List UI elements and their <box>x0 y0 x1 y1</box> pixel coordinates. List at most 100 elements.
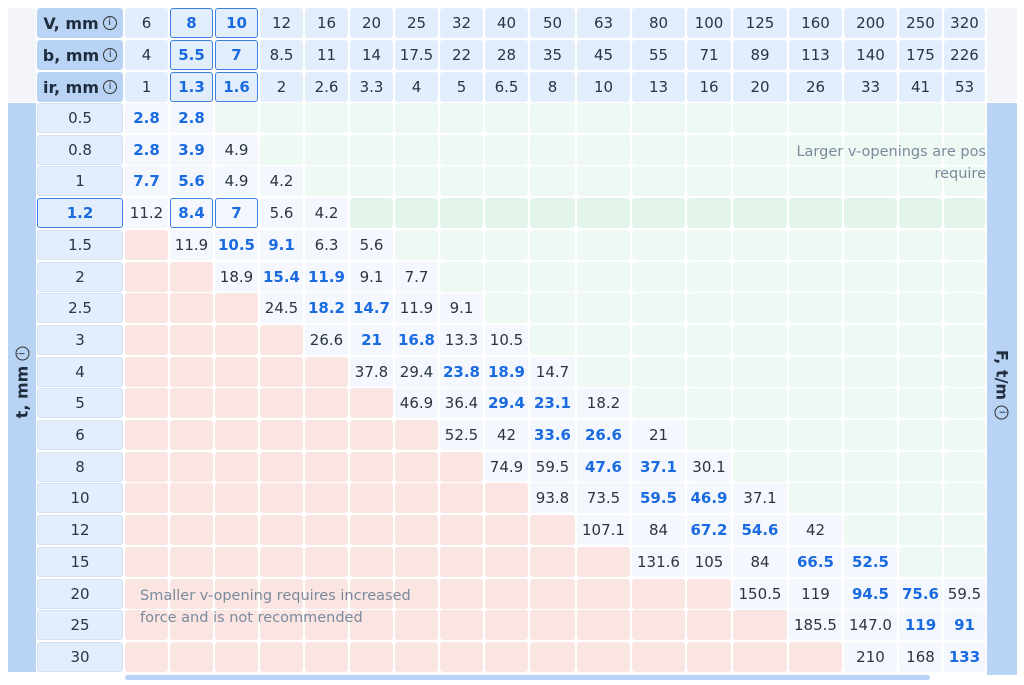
empty-cell[interactable] <box>440 262 483 292</box>
header-cell[interactable]: 226 <box>944 40 985 70</box>
header-cell[interactable]: 80 <box>632 8 685 38</box>
empty-cell[interactable] <box>789 135 842 165</box>
empty-cell[interactable] <box>530 135 575 165</box>
not-recommended-cell[interactable] <box>170 452 213 482</box>
header-cell[interactable]: 89 <box>733 40 787 70</box>
empty-cell[interactable] <box>733 262 787 292</box>
force-cell[interactable]: 73.5 <box>577 483 630 513</box>
empty-cell[interactable] <box>440 135 483 165</box>
thickness-cell[interactable]: 30 <box>37 642 123 672</box>
thickness-cell[interactable]: 1.5 <box>37 230 123 260</box>
force-cell[interactable]: 37.1 <box>632 452 685 482</box>
force-cell[interactable]: 2.8 <box>170 103 213 133</box>
not-recommended-cell[interactable] <box>305 642 348 672</box>
empty-cell[interactable] <box>789 420 842 450</box>
not-recommended-cell[interactable] <box>170 388 213 418</box>
force-cell[interactable]: 29.4 <box>395 357 438 387</box>
empty-cell[interactable] <box>789 198 842 228</box>
not-recommended-cell[interactable] <box>170 547 213 577</box>
not-recommended-cell[interactable] <box>440 642 483 672</box>
header-cell[interactable]: 8 <box>170 8 213 38</box>
force-cell[interactable]: 37.1 <box>733 483 787 513</box>
not-recommended-cell[interactable] <box>632 579 685 609</box>
force-cell[interactable]: 4.2 <box>305 198 348 228</box>
info-circle-icon[interactable]: i <box>15 346 29 361</box>
force-cell[interactable]: 11.9 <box>305 262 348 292</box>
empty-cell[interactable] <box>844 293 897 323</box>
force-cell[interactable]: 66.5 <box>789 547 842 577</box>
header-cell[interactable]: 6.5 <box>485 72 528 102</box>
force-cell[interactable]: 14.7 <box>350 293 393 323</box>
empty-cell[interactable] <box>577 357 630 387</box>
empty-cell[interactable] <box>789 262 842 292</box>
not-recommended-cell[interactable] <box>215 420 258 450</box>
thickness-cell[interactable]: 15 <box>37 547 123 577</box>
thickness-cell[interactable]: 2.5 <box>37 293 123 323</box>
empty-cell[interactable] <box>577 230 630 260</box>
force-cell[interactable]: 150.5 <box>733 579 787 609</box>
empty-cell[interactable] <box>944 325 985 355</box>
not-recommended-cell[interactable] <box>125 262 168 292</box>
not-recommended-cell[interactable] <box>125 325 168 355</box>
not-recommended-cell[interactable] <box>395 452 438 482</box>
force-cell[interactable]: 185.5 <box>789 610 842 640</box>
header-cell[interactable]: 63 <box>577 8 630 38</box>
not-recommended-cell[interactable] <box>350 388 393 418</box>
empty-cell[interactable] <box>632 198 685 228</box>
empty-cell[interactable] <box>944 293 985 323</box>
empty-cell[interactable] <box>844 357 897 387</box>
force-cell[interactable]: 36.4 <box>440 388 483 418</box>
force-cell[interactable]: 52.5 <box>440 420 483 450</box>
empty-cell[interactable] <box>632 357 685 387</box>
empty-cell[interactable] <box>485 198 528 228</box>
header-cell[interactable]: 12 <box>260 8 303 38</box>
empty-cell[interactable] <box>632 262 685 292</box>
force-cell[interactable]: 52.5 <box>844 547 897 577</box>
empty-cell[interactable] <box>305 166 348 196</box>
header-cell[interactable]: 11 <box>305 40 348 70</box>
not-recommended-cell[interactable] <box>350 642 393 672</box>
empty-cell[interactable] <box>577 262 630 292</box>
empty-cell[interactable] <box>944 547 985 577</box>
force-cell[interactable]: 46.9 <box>687 483 731 513</box>
empty-cell[interactable] <box>899 135 942 165</box>
not-recommended-cell[interactable] <box>215 357 258 387</box>
empty-cell[interactable] <box>687 420 731 450</box>
thickness-cell[interactable]: 3 <box>37 325 123 355</box>
empty-cell[interactable] <box>944 420 985 450</box>
empty-cell[interactable] <box>789 388 842 418</box>
force-cell[interactable]: 5.6 <box>260 198 303 228</box>
empty-cell[interactable] <box>733 293 787 323</box>
header-cell[interactable]: 20 <box>350 8 393 38</box>
not-recommended-cell[interactable] <box>687 642 731 672</box>
empty-cell[interactable] <box>844 420 897 450</box>
force-cell[interactable]: 29.4 <box>485 388 528 418</box>
header-cell[interactable]: 125 <box>733 8 787 38</box>
not-recommended-cell[interactable] <box>395 515 438 545</box>
not-recommended-cell[interactable] <box>125 483 168 513</box>
empty-cell[interactable] <box>350 166 393 196</box>
empty-cell[interactable] <box>733 325 787 355</box>
empty-cell[interactable] <box>789 483 842 513</box>
header-cell[interactable]: 4 <box>125 40 168 70</box>
not-recommended-cell[interactable] <box>395 483 438 513</box>
empty-cell[interactable] <box>789 103 842 133</box>
header-cell[interactable]: 5 <box>440 72 483 102</box>
force-cell[interactable]: 18.9 <box>215 262 258 292</box>
empty-cell[interactable] <box>485 166 528 196</box>
thickness-cell[interactable]: 4 <box>37 357 123 387</box>
force-cell[interactable]: 9.1 <box>440 293 483 323</box>
force-cell[interactable]: 5.6 <box>170 166 213 196</box>
force-cell[interactable]: 15.4 <box>260 262 303 292</box>
empty-cell[interactable] <box>260 135 303 165</box>
force-cell[interactable]: 67.2 <box>687 515 731 545</box>
force-cell[interactable]: 23.8 <box>440 357 483 387</box>
empty-cell[interactable] <box>687 166 731 196</box>
force-cell[interactable]: 23.1 <box>530 388 575 418</box>
force-cell[interactable]: 5.6 <box>350 230 393 260</box>
not-recommended-cell[interactable] <box>125 547 168 577</box>
header-cell[interactable]: 4 <box>395 72 438 102</box>
header-cell[interactable]: 55 <box>632 40 685 70</box>
not-recommended-cell[interactable] <box>577 579 630 609</box>
header-cell[interactable]: 45 <box>577 40 630 70</box>
